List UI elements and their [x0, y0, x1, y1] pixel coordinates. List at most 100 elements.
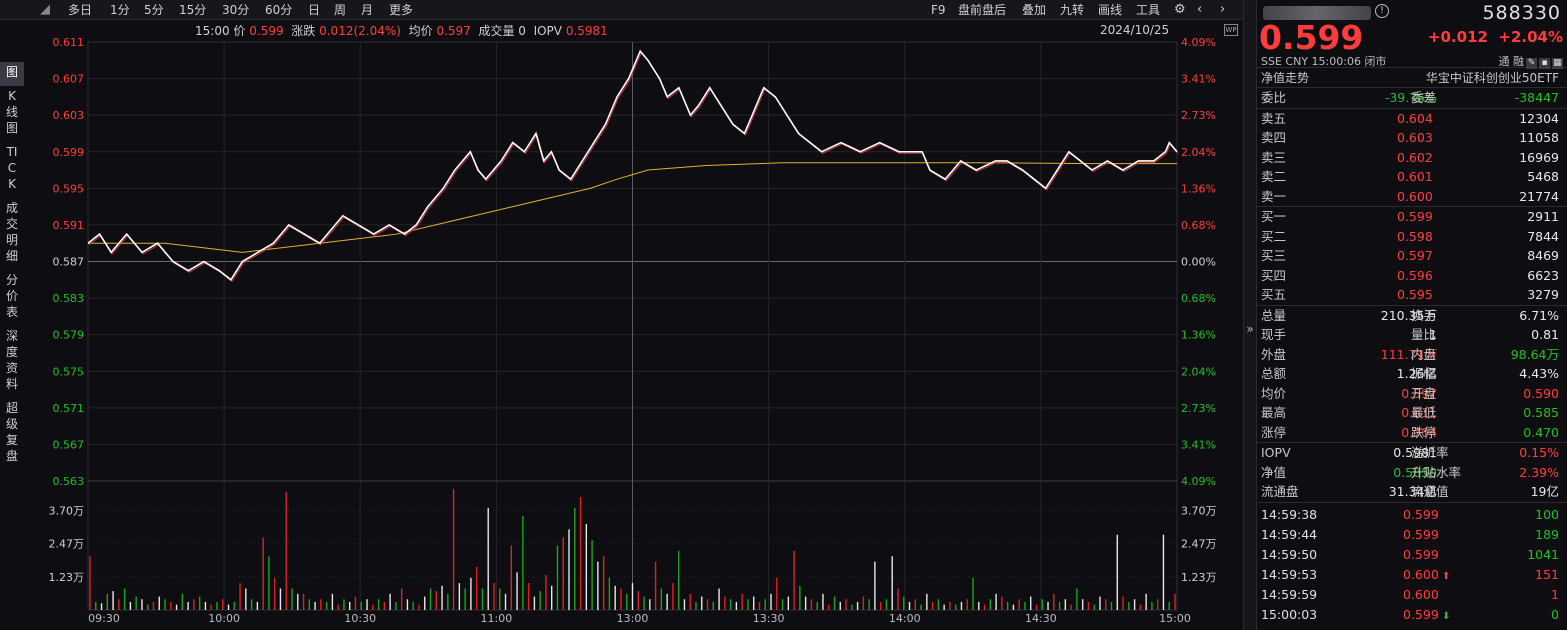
tick-volume: 1 [1551, 586, 1559, 602]
tab-1min[interactable]: 1分 [110, 3, 130, 17]
info-iopv: 0.5981 [565, 24, 608, 38]
security-code: 588330 [1482, 2, 1561, 24]
vtab-kline[interactable]: K线图 [6, 89, 19, 135]
vtab-trades[interactable]: 成交明细 [6, 201, 19, 263]
iopv-label: 流通盘 [1261, 484, 1299, 499]
tick-row: 15:00:03 0.599 ⬇ 0 [1257, 605, 1567, 625]
bids-level-row[interactable]: 买五 0.595 3279 [1257, 285, 1567, 305]
stats-row: 总量 210.35万 换手 6.71% [1257, 306, 1567, 326]
stats-value: 1 [1429, 327, 1437, 342]
f9-button[interactable]: F9 [931, 3, 946, 17]
asks-level-volume: 21774 [1519, 188, 1559, 204]
edit-icon[interactable]: ✎ [1526, 58, 1537, 69]
info-price: 0.599 [249, 24, 284, 38]
x-tick-label: 10:30 [344, 612, 376, 625]
nine-turn-button[interactable]: 九转 [1060, 3, 1085, 17]
vtab-price-table[interactable]: 分价表 [6, 273, 19, 319]
asks-level-price: 0.604 [1397, 110, 1433, 126]
tab-month[interactable]: 月 [361, 3, 374, 17]
iopv-value: 2.39% [1519, 464, 1559, 480]
tab-60min[interactable]: 60分 [265, 3, 293, 17]
y-pct-tick-label: 4.09% [1181, 475, 1216, 488]
tab-day[interactable]: 日 [308, 3, 321, 17]
y-price-tick-label: 0.607 [53, 73, 85, 86]
vtab-chart[interactable]: 图 [0, 62, 24, 86]
bids-level-price: 0.596 [1397, 267, 1433, 283]
asks-level-volume: 12304 [1519, 110, 1559, 126]
stats-label: 振幅 [1411, 366, 1437, 381]
iopv-row: 流通盘 31.34亿 流通值 19亿 [1257, 482, 1567, 502]
gear-icon[interactable]: ⚙ [1174, 2, 1186, 17]
bids-level-volume: 7844 [1527, 228, 1559, 244]
tab-5min[interactable]: 5分 [144, 3, 164, 17]
y-pct-tick-label: 2.04% [1181, 146, 1216, 159]
asks-level-row[interactable]: 卖二 0.601 5468 [1257, 167, 1567, 187]
stats-value: 0.704 [1401, 424, 1437, 440]
y-pct-tick-label: 2.04% [1181, 365, 1216, 378]
stats-label: 换手 [1411, 307, 1437, 323]
overlay-button[interactable]: 叠加 [1022, 3, 1047, 17]
tick-row: 14:59:59 0.600 1 [1257, 585, 1567, 605]
margin-badges: 通 融 ✎ ▪ ▦ [1499, 53, 1563, 69]
asks-level-price: 0.601 [1397, 169, 1433, 184]
bids-level-row[interactable]: 买二 0.598 7844 [1257, 227, 1567, 247]
bids-level-label: 买二 [1261, 228, 1287, 244]
chevron-right-icon[interactable]: › [1220, 2, 1226, 17]
weibi-row: 委比 -39.76% 委差 -38447 [1257, 88, 1567, 108]
tools-button[interactable]: 工具 [1136, 3, 1161, 17]
nav-trend-label: 净值走势 [1261, 71, 1310, 85]
vtab-depth[interactable]: 深度资料 [6, 329, 19, 391]
stats-row: 涨停 0.704 跌停 0.470 [1257, 423, 1567, 443]
asks-level-label: 卖五 [1261, 110, 1287, 126]
bids-level-price: 0.598 [1397, 228, 1433, 244]
bids-level-row[interactable]: 买三 0.597 8469 [1257, 246, 1567, 266]
price-line [87, 49, 1178, 281]
iopv-label: 净值 [1261, 464, 1287, 480]
asks-level-row[interactable]: 卖四 0.603 11058 [1257, 128, 1567, 148]
tab-multi-day[interactable]: 多日 [68, 3, 93, 17]
weibi-value: -39.76% [1384, 90, 1437, 105]
bids-level-row[interactable]: 买四 0.596 6623 [1257, 266, 1567, 286]
tick-list: 14:59:38 0.599 100 14:59:44 0.599 189 14:59:50… [1257, 503, 1567, 625]
draw-line-button[interactable]: 画线 [1098, 3, 1123, 17]
bids-level-row[interactable]: 买一 0.599 2911 [1257, 207, 1567, 227]
square-icon[interactable]: ▪ [1539, 58, 1550, 69]
tab-more[interactable]: 更多 [389, 3, 414, 17]
chevron-left-icon[interactable]: ‹ [1197, 2, 1203, 17]
info-icon[interactable]: ! [1375, 4, 1389, 18]
intraday-chart[interactable]: 0.611 4.09% 0.607 3.41% 0.603 2.73% 0.599 2.04%… [24, 20, 1243, 630]
stats-value: 0.470 [1523, 424, 1559, 440]
asks-level-row[interactable]: 卖一 0.600 21774 [1257, 187, 1567, 207]
collapse-panel-icon[interactable]: » [1246, 322, 1254, 336]
nav-trend-row[interactable]: 净值走势 华宝中证科创创业50ETF [1257, 68, 1567, 88]
tick-price: 0.599 [1403, 546, 1439, 562]
change-pct: +2.04% [1498, 28, 1563, 46]
iopv-value: 0.5850 [1393, 464, 1437, 480]
stats-value: 111.71万 [1380, 346, 1437, 362]
vtab-replay[interactable]: 超级复盘 [6, 401, 19, 463]
arrow-up-icon: ⬆ [1438, 570, 1451, 582]
chart-corner-icon[interactable]: WP [1224, 24, 1238, 36]
y-price-tick-label: 0.567 [53, 438, 85, 451]
iopv-label: 溢折率 [1411, 445, 1449, 460]
tab-30min[interactable]: 30分 [222, 3, 250, 17]
x-tick-label: 09:30 [88, 612, 120, 625]
stats-label: 最低 [1411, 405, 1437, 420]
drawing-tool-icon[interactable]: ◢ [40, 2, 50, 17]
asks-level-row[interactable]: 卖三 0.602 16969 [1257, 148, 1567, 168]
weicha-value: -38447 [1514, 90, 1559, 105]
y-volume-tick-label: 3.70万 [49, 505, 85, 518]
tab-15min[interactable]: 15分 [179, 3, 207, 17]
premarket-button[interactable]: 盘前盘后 [958, 3, 1007, 17]
panel-divider[interactable]: » [1243, 0, 1257, 630]
asks-level-row[interactable]: 卖五 0.604 12304 [1257, 109, 1567, 129]
tab-week[interactable]: 周 [334, 3, 347, 17]
grid-icon[interactable]: ▦ [1552, 58, 1563, 69]
vtab-tick[interactable]: TICK [6, 145, 18, 191]
chart-area[interactable]: 0.611 4.09% 0.607 3.41% 0.603 2.73% 0.599 2.04%… [24, 20, 1243, 630]
asks-level-volume: 11058 [1519, 130, 1559, 145]
y-pct-tick-label: 3.41% [1181, 438, 1216, 451]
price-shadow-line [88, 51, 1179, 283]
asks-level-price: 0.602 [1397, 149, 1433, 165]
